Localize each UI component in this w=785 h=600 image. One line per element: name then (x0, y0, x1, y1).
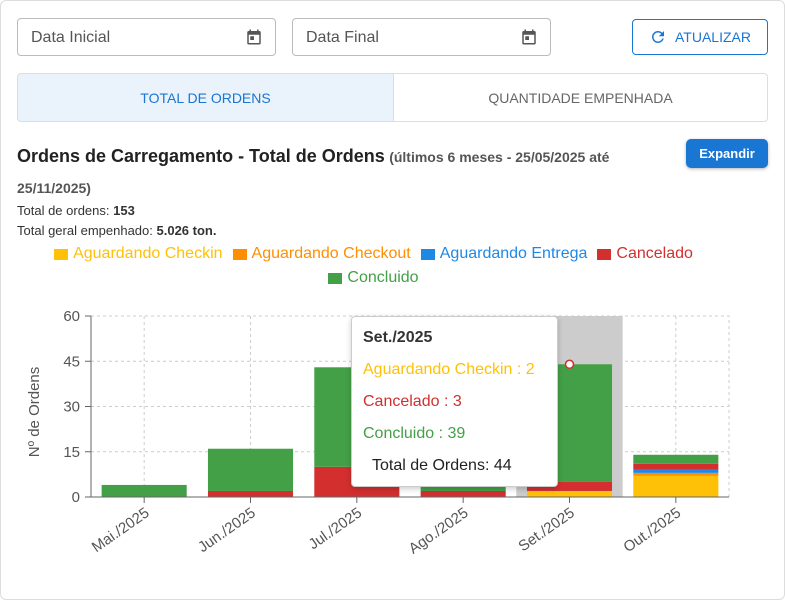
legend-item[interactable]: Cancelado (597, 244, 693, 264)
button-label: ATUALIZAR (675, 29, 751, 45)
x-tick-label: Jul./2025 (305, 504, 365, 553)
legend: Aguardando Checkin Aguardando Checkout Agu… (21, 244, 726, 288)
tab[interactable]: QUANTIDADE EMPENHADA (393, 73, 768, 122)
summary-weight: Total geral empenhado: 5.026 ton. (17, 223, 216, 238)
legend-label: Aguardando Checkout (251, 245, 411, 262)
bar-segment (420, 490, 506, 497)
x-tick-label: Ago./2025 (406, 504, 472, 557)
tooltip-title: Set./2025 (363, 329, 433, 346)
hover-point (564, 359, 575, 370)
refresh-button[interactable]: ATUALIZAR (632, 19, 768, 55)
legend-item[interactable]: Aguardando Checkout (232, 244, 411, 264)
bar-segment (633, 469, 719, 473)
label: Total geral empenhado: (17, 223, 153, 238)
x-tick-label: Out./2025 (620, 504, 684, 556)
y-tick-label: 30 (63, 399, 80, 416)
y-axis-label: Nº de Ordens (26, 367, 43, 458)
x-tick-label: Jun./2025 (195, 504, 259, 556)
y-tick-label: 60 (63, 308, 80, 325)
calendar-icon[interactable] (245, 28, 263, 46)
bar-segment (526, 490, 613, 497)
label: Total de ordens: (17, 203, 110, 218)
expand-button[interactable]: Expandir (686, 139, 768, 168)
legend-label: Concluido (347, 269, 419, 286)
legend-item[interactable]: Concluido (328, 268, 419, 288)
tooltip-total: Total de Ordens: 44 (372, 457, 512, 474)
legend-swatch (232, 248, 247, 260)
summary-orders: Total de ordens: 153 (17, 203, 135, 218)
bar-segment (633, 475, 719, 497)
y-tick-label: 45 (63, 353, 80, 370)
x-tick-label: Set./2025 (515, 504, 577, 555)
start-date-input[interactable]: Data Inicial (17, 18, 276, 56)
bar-segment (633, 454, 719, 464)
value: 153 (113, 203, 135, 218)
bar-segment (207, 490, 294, 497)
legend-item[interactable]: Aguardando Checkin (54, 244, 223, 264)
legend-label: Aguardando Entrega (439, 245, 588, 262)
bar-segment (633, 463, 719, 470)
legend-item[interactable]: Aguardando Entrega (420, 244, 588, 264)
bar-segment (207, 448, 294, 491)
bar-segment (101, 484, 187, 497)
end-date-input[interactable]: Data Final (292, 18, 551, 56)
legend-swatch (597, 248, 612, 260)
legend-swatch (328, 272, 343, 284)
y-tick-label: 0 (72, 489, 80, 506)
chart-subtitle: (últimos 6 meses - 25/05/2025 até 25/11/… (17, 149, 610, 196)
legend-label: Aguardando Checkin (73, 245, 223, 262)
tooltip-line: Concluido : 39 (363, 425, 466, 442)
legend-label: Cancelado (616, 245, 693, 262)
placeholder: Data Inicial (31, 29, 111, 46)
calendar-icon[interactable] (520, 28, 538, 46)
bar-segment (633, 472, 719, 476)
chart-title: Ordens de Carregamento - Total de Ordens (17, 146, 385, 166)
tooltip-line: Aguardando Checkin : 2 (363, 361, 535, 378)
tooltip: Set./2025 Aguardando Checkin : 2 Cancela… (351, 316, 558, 487)
bar-segment (526, 481, 613, 491)
chart-heading: Ordens de Carregamento - Total de Ordens… (17, 141, 677, 204)
y-tick-label: 15 (63, 444, 80, 461)
x-tick-label: Mai./2025 (89, 504, 153, 556)
legend-swatch (420, 248, 435, 260)
placeholder: Data Final (306, 29, 379, 46)
tab-active[interactable]: TOTAL DE ORDENS (17, 73, 394, 122)
tooltip-line: Cancelado : 3 (363, 393, 462, 410)
value: 5.026 ton. (156, 223, 217, 238)
legend-swatch (54, 248, 69, 260)
